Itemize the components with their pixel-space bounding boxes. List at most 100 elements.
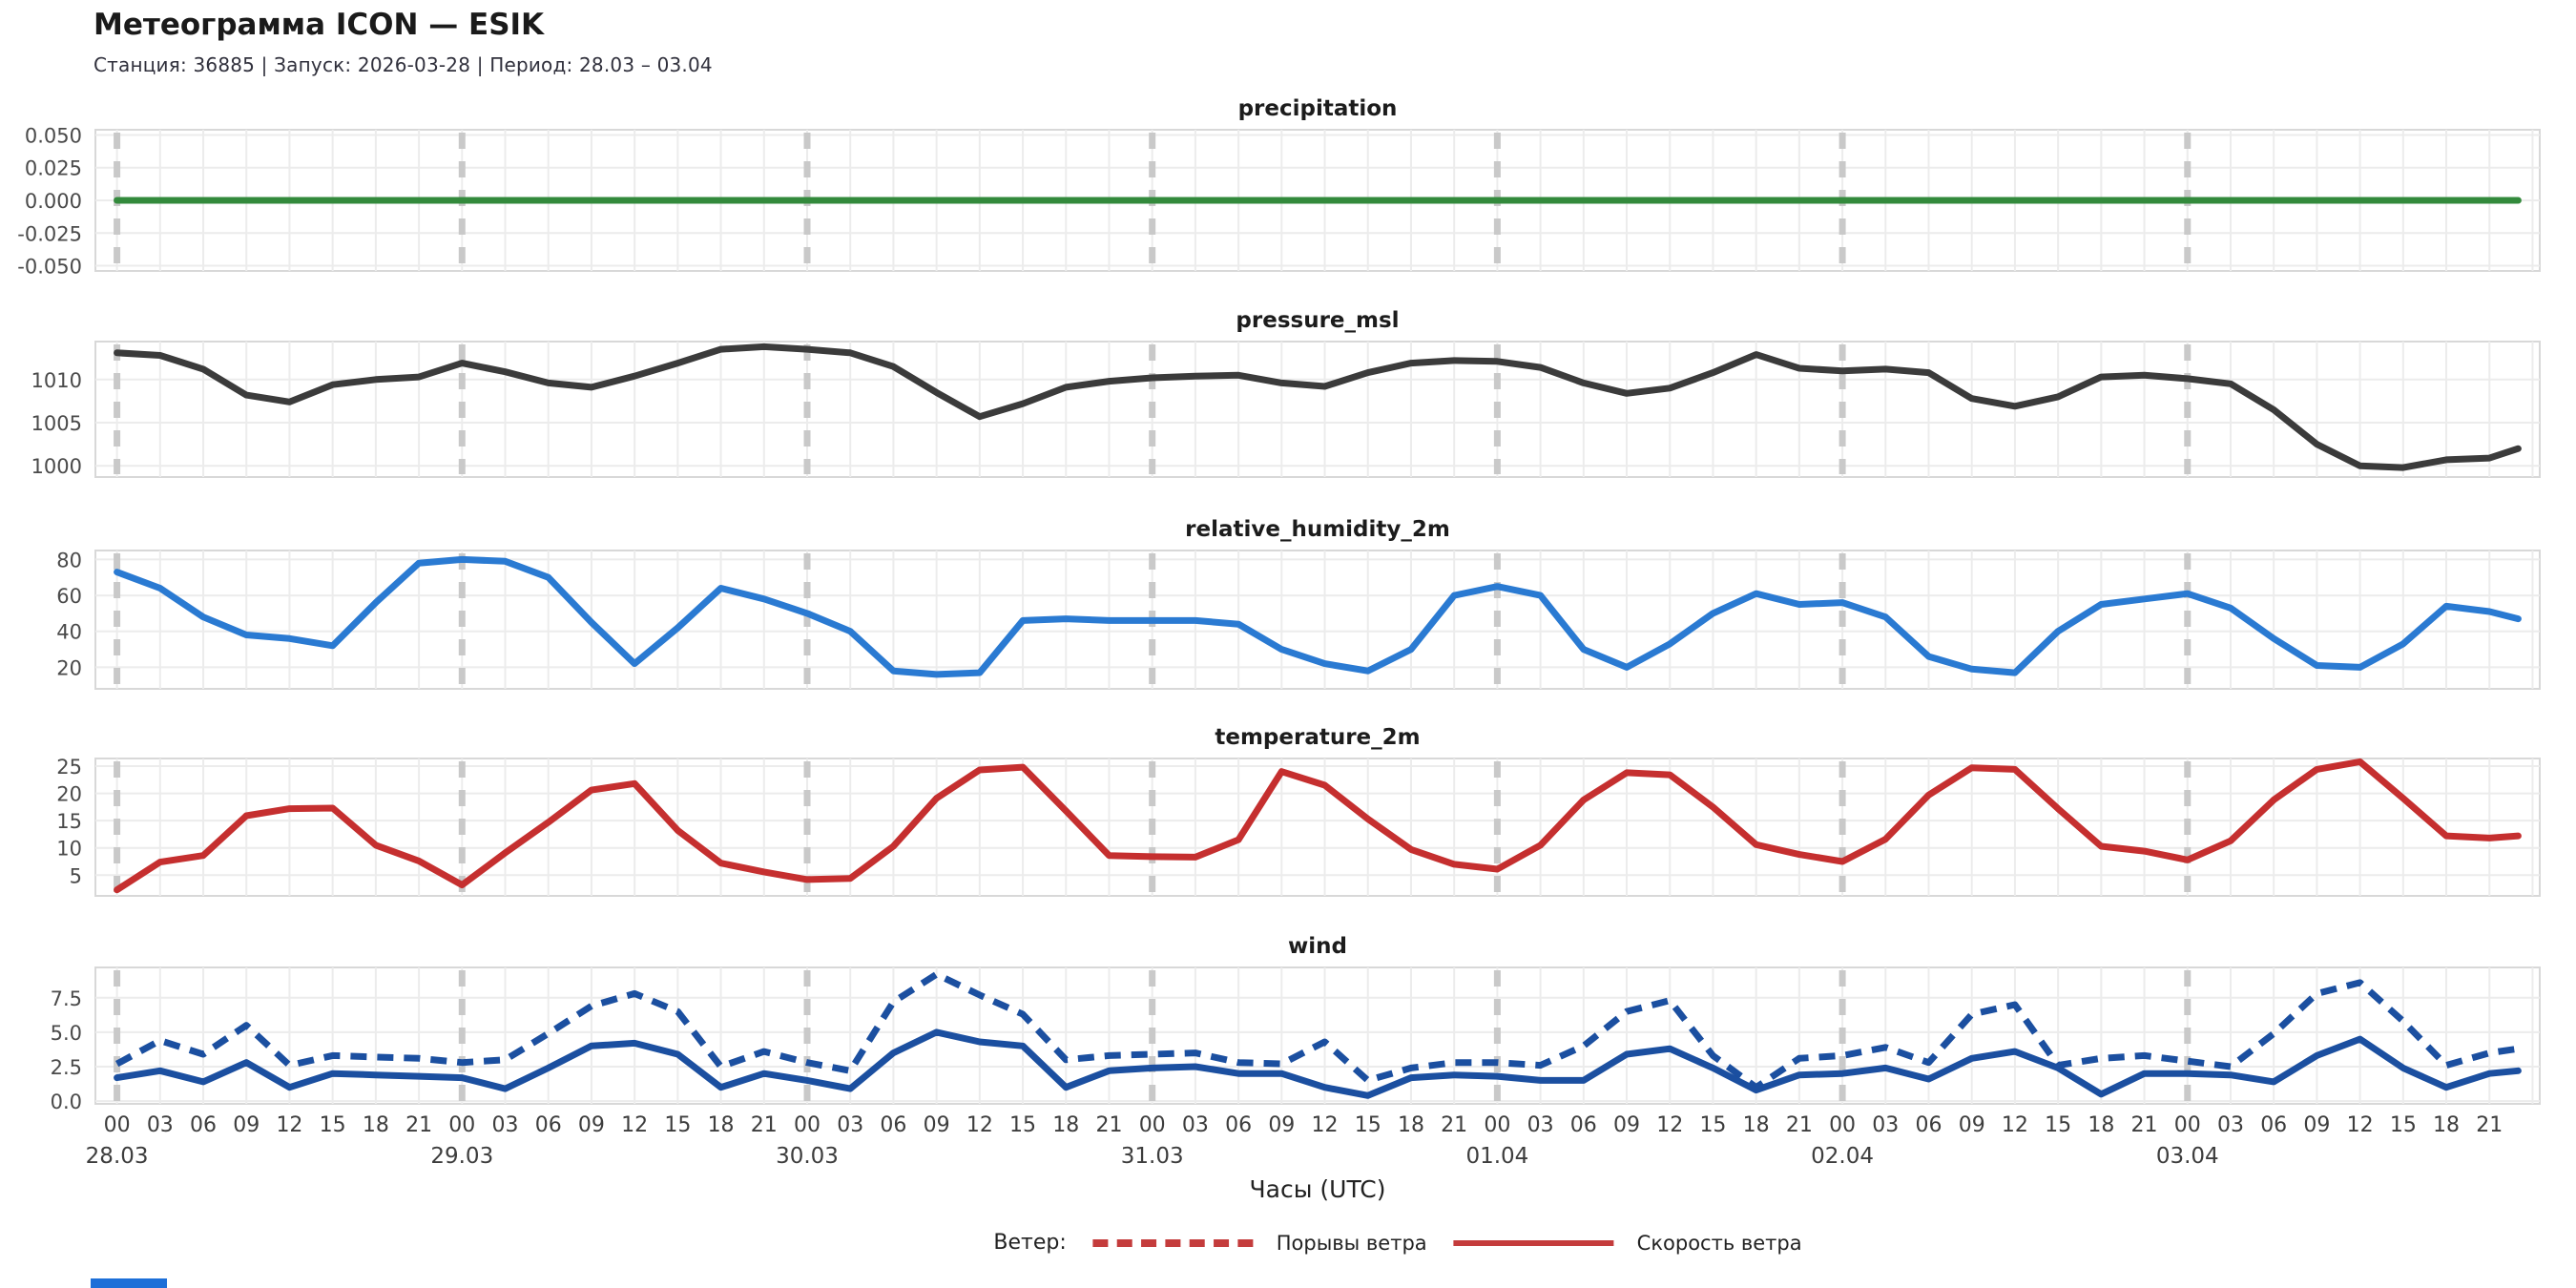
svg-text:1010: 1010 xyxy=(31,369,82,392)
legend-label-gusts: Порывы ветра xyxy=(1276,1231,1427,1255)
svg-text:1000: 1000 xyxy=(31,455,82,478)
svg-text:21: 21 xyxy=(1441,1113,1467,1137)
svg-text:09: 09 xyxy=(578,1113,605,1137)
svg-text:31.03: 31.03 xyxy=(1121,1144,1184,1169)
panel-title-temperature: temperature_2m xyxy=(1215,725,1421,750)
svg-text:5: 5 xyxy=(70,864,82,887)
svg-text:03.04: 03.04 xyxy=(2156,1144,2219,1169)
panel-title-precipitation: precipitation xyxy=(1237,96,1398,121)
svg-text:09: 09 xyxy=(233,1113,260,1137)
svg-text:00: 00 xyxy=(1139,1113,1166,1137)
svg-text:03: 03 xyxy=(1182,1113,1209,1137)
svg-text:00: 00 xyxy=(794,1113,821,1137)
svg-text:00: 00 xyxy=(104,1113,131,1137)
panel-title-wind: wind xyxy=(1288,934,1347,959)
svg-text:40: 40 xyxy=(56,621,82,644)
svg-text:5.0: 5.0 xyxy=(51,1022,82,1045)
svg-text:7.5: 7.5 xyxy=(51,987,82,1010)
svg-text:29.03: 29.03 xyxy=(430,1144,493,1169)
svg-text:12: 12 xyxy=(621,1113,648,1137)
svg-text:03: 03 xyxy=(147,1113,174,1137)
svg-text:21: 21 xyxy=(1095,1113,1122,1137)
x-axis-label: Часы (UTC) xyxy=(1249,1175,1386,1203)
svg-text:0.050: 0.050 xyxy=(25,124,82,147)
legend-prefix: Ветер: xyxy=(993,1231,1067,1255)
svg-text:09: 09 xyxy=(1959,1113,1985,1137)
svg-text:15: 15 xyxy=(1355,1113,1381,1137)
svg-text:09: 09 xyxy=(1613,1113,1640,1137)
svg-text:15: 15 xyxy=(56,810,82,833)
svg-text:06: 06 xyxy=(1225,1113,1252,1137)
svg-text:18: 18 xyxy=(2433,1113,2460,1137)
svg-text:12: 12 xyxy=(276,1113,302,1137)
svg-text:20: 20 xyxy=(56,783,82,806)
svg-text:06: 06 xyxy=(535,1113,562,1137)
svg-text:15: 15 xyxy=(320,1113,346,1137)
svg-text:15: 15 xyxy=(1699,1113,1726,1137)
svg-text:60: 60 xyxy=(56,585,82,608)
svg-text:-0.025: -0.025 xyxy=(17,222,82,245)
svg-text:12: 12 xyxy=(1656,1113,1683,1137)
svg-text:18: 18 xyxy=(363,1113,389,1137)
svg-text:15: 15 xyxy=(2390,1113,2417,1137)
svg-text:21: 21 xyxy=(751,1113,778,1137)
panel-title-pressure: pressure_msl xyxy=(1236,308,1400,333)
svg-text:00: 00 xyxy=(448,1113,475,1137)
svg-text:21: 21 xyxy=(2476,1113,2503,1137)
svg-text:15: 15 xyxy=(664,1113,691,1137)
svg-text:20: 20 xyxy=(56,656,82,679)
svg-text:06: 06 xyxy=(190,1113,217,1137)
svg-text:03: 03 xyxy=(1527,1113,1554,1137)
panel-title-humidity: relative_humidity_2m xyxy=(1185,517,1450,542)
svg-text:09: 09 xyxy=(2303,1113,2330,1137)
wind-legend: Ветер: Порывы ветра Скорость ветра xyxy=(993,1231,1801,1255)
svg-text:09: 09 xyxy=(1268,1113,1295,1137)
svg-text:03: 03 xyxy=(837,1113,863,1137)
svg-text:01.04: 01.04 xyxy=(1465,1144,1528,1169)
svg-text:03: 03 xyxy=(1872,1113,1899,1137)
svg-text:12: 12 xyxy=(966,1113,993,1137)
svg-text:28.03: 28.03 xyxy=(86,1144,149,1169)
svg-text:06: 06 xyxy=(1916,1113,1942,1137)
svg-text:1005: 1005 xyxy=(31,412,82,435)
svg-text:10: 10 xyxy=(56,838,82,861)
svg-text:06: 06 xyxy=(2260,1113,2287,1137)
svg-text:2.5: 2.5 xyxy=(51,1056,82,1079)
svg-text:03: 03 xyxy=(2217,1113,2244,1137)
svg-text:18: 18 xyxy=(708,1113,735,1137)
svg-text:-0.050: -0.050 xyxy=(17,256,82,279)
svg-text:18: 18 xyxy=(1052,1113,1079,1137)
svg-text:15: 15 xyxy=(2045,1113,2071,1137)
svg-text:00: 00 xyxy=(1484,1113,1510,1137)
svg-text:18: 18 xyxy=(2088,1113,2114,1137)
svg-text:12: 12 xyxy=(1312,1113,1339,1137)
svg-text:21: 21 xyxy=(2131,1113,2158,1137)
svg-text:0.025: 0.025 xyxy=(25,157,82,180)
svg-text:0.0: 0.0 xyxy=(51,1091,82,1113)
svg-text:00: 00 xyxy=(1829,1113,1856,1137)
page-subtitle: Станция: 36885 | Запуск: 2026-03-28 | Пе… xyxy=(93,53,713,76)
svg-text:06: 06 xyxy=(1570,1113,1597,1137)
svg-text:18: 18 xyxy=(1398,1113,1424,1137)
svg-text:03: 03 xyxy=(492,1113,519,1137)
svg-text:00: 00 xyxy=(2174,1113,2201,1137)
svg-text:02.04: 02.04 xyxy=(1811,1144,1874,1169)
legend-label-speed: Скорость ветра xyxy=(1636,1231,1802,1255)
page-title: Метеограмма ICON — ESIK xyxy=(93,8,545,42)
svg-text:0.000: 0.000 xyxy=(25,190,82,213)
solid-line-sample xyxy=(1453,1239,1614,1246)
svg-text:25: 25 xyxy=(56,756,82,779)
svg-text:21: 21 xyxy=(1786,1113,1813,1137)
svg-text:15: 15 xyxy=(1009,1113,1036,1137)
svg-text:12: 12 xyxy=(2347,1113,2374,1137)
legend-item-gusts: Порывы ветра xyxy=(1092,1231,1427,1255)
dashed-line-sample xyxy=(1092,1238,1254,1247)
legend-item-speed: Скорость ветра xyxy=(1453,1231,1802,1255)
svg-text:18: 18 xyxy=(1743,1113,1770,1137)
svg-text:30.03: 30.03 xyxy=(776,1144,839,1169)
bottom-left-blue-bar xyxy=(91,1278,167,1288)
svg-text:21: 21 xyxy=(405,1113,432,1137)
svg-text:12: 12 xyxy=(2002,1113,2028,1137)
